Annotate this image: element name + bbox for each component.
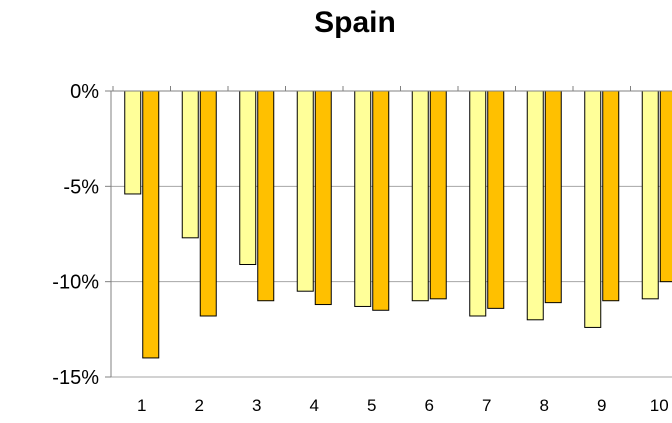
- y-tick-label: -10%: [52, 272, 99, 294]
- bar-series1: [526, 90, 544, 321]
- y-tick-label: -5%: [63, 176, 99, 198]
- bar-series2: [372, 90, 390, 311]
- bar-series1: [239, 90, 257, 266]
- x-tick-label: 4: [310, 396, 319, 415]
- x-tick-label: 9: [597, 396, 606, 415]
- bar-series2: [544, 90, 562, 304]
- bar-series1: [411, 90, 429, 302]
- x-tick-label: 3: [252, 396, 261, 415]
- x-tick-label: 2: [195, 396, 204, 415]
- bar-series1: [296, 90, 314, 292]
- x-tick-label: 6: [425, 396, 434, 415]
- bar-series2: [659, 90, 672, 283]
- bar-series2: [199, 90, 217, 317]
- bar-series2: [429, 90, 447, 300]
- x-tick-label: 5: [367, 396, 376, 415]
- bar-series2: [257, 90, 275, 302]
- y-tick-label: 0%: [70, 81, 99, 103]
- y-tick-label: -15%: [52, 367, 99, 389]
- bar-series1: [354, 90, 372, 307]
- bar-series1: [124, 90, 142, 195]
- chart-title: Spain: [314, 6, 396, 39]
- bar-series1: [181, 90, 199, 239]
- x-tick-label: 10: [650, 396, 669, 415]
- x-tick-label: 7: [482, 396, 491, 415]
- bar-series2: [314, 90, 332, 306]
- x-tick-label: 8: [540, 396, 549, 415]
- x-tick-label: 1: [137, 396, 146, 415]
- bar-series1: [584, 90, 602, 328]
- bar-series2: [487, 90, 505, 309]
- bar-series1: [469, 90, 487, 317]
- bar-series2: [602, 90, 620, 302]
- bar-series2: [142, 90, 160, 359]
- bar-series1: [641, 90, 659, 300]
